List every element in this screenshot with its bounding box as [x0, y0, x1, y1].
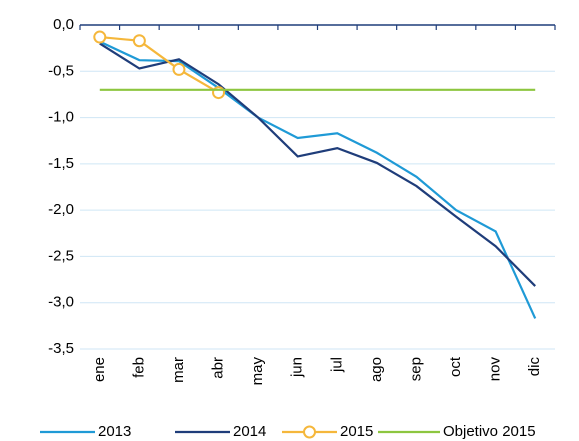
y-tick-label: -3,5: [48, 340, 74, 357]
legend-label: 2014: [233, 423, 266, 440]
point-marker: [93, 30, 107, 44]
x-tick-label: dic: [526, 357, 543, 377]
x-tick-label: ago: [368, 357, 385, 382]
y-tick-label: -3,0: [48, 294, 74, 311]
x-tick-label: jun: [289, 357, 306, 378]
series-line: [99, 40, 537, 319]
x-tick-label: may: [249, 357, 266, 386]
point-marker: [132, 34, 146, 48]
x-tick-label: jul: [328, 357, 345, 373]
y-tick-label: -2,0: [48, 201, 74, 218]
y-tick-label: -1,0: [48, 109, 74, 126]
legend-label: 2015: [340, 423, 373, 440]
y-tick-label: -2,5: [48, 247, 74, 264]
x-tick-label: nov: [487, 357, 504, 382]
y-tick-label: 0,0: [53, 16, 74, 33]
x-tick-label: sep: [407, 357, 424, 381]
x-tick-label: feb: [130, 357, 147, 378]
legend-label: 2013: [98, 423, 131, 440]
series-line: [99, 42, 536, 287]
legend-label: Objetivo 2015: [443, 423, 536, 440]
legend-marker: [303, 425, 316, 439]
series-line: [99, 35, 220, 94]
y-tick-label: -0,5: [48, 62, 74, 79]
x-tick-label: abr: [210, 357, 227, 379]
x-tick-label: ene: [91, 357, 108, 382]
x-tick-label: mar: [170, 357, 187, 383]
point-marker: [172, 62, 186, 76]
x-tick-label: oct: [447, 356, 464, 377]
y-tick-label: -1,5: [48, 155, 74, 172]
